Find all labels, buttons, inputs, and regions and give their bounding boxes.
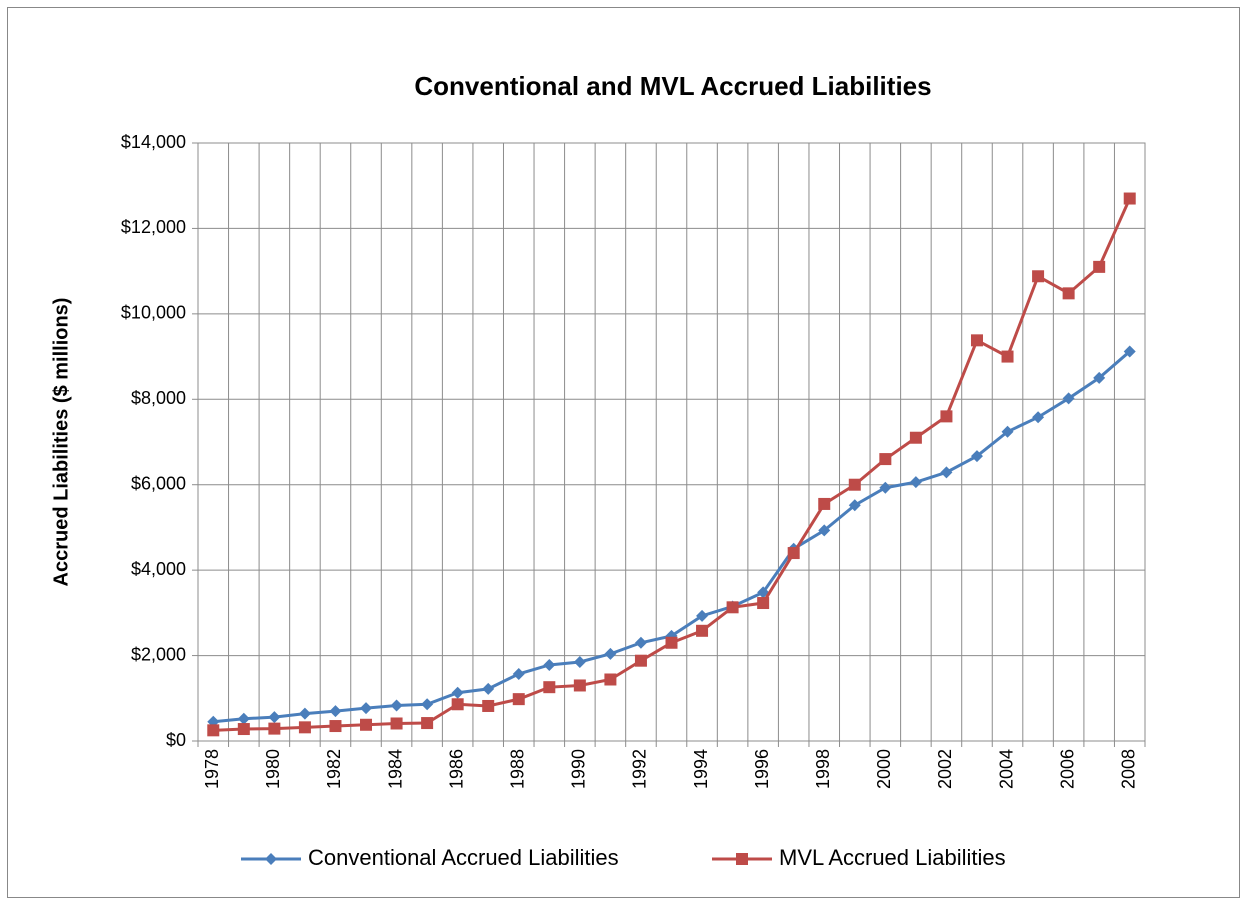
y-axis-label: Accrued Liabilities ($ millions) — [50, 298, 72, 587]
marker — [879, 481, 892, 494]
marker — [879, 453, 892, 466]
x-tick-label: 1984 — [385, 749, 405, 789]
marker — [726, 601, 739, 614]
marker — [298, 707, 311, 720]
marker — [298, 721, 311, 734]
marker — [736, 853, 748, 865]
y-tick-label: $14,000 — [121, 132, 186, 152]
x-tick-label: 1990 — [569, 749, 589, 789]
marker — [848, 499, 861, 512]
y-tick-label: $8,000 — [131, 388, 186, 408]
y-tick-label: $0 — [166, 730, 186, 750]
legend-label: Conventional Accrued Liabilities — [308, 845, 619, 870]
x-tick-label: 1986 — [446, 749, 466, 789]
x-tick-label: 1992 — [630, 749, 650, 789]
x-tick-label: 1988 — [508, 749, 528, 789]
marker — [940, 466, 953, 479]
x-tick-label: 1996 — [752, 749, 772, 789]
marker — [848, 478, 861, 491]
legend-label: MVL Accrued Liabilities — [779, 845, 1006, 870]
marker — [1093, 371, 1106, 384]
marker — [512, 693, 525, 706]
x-tick-label: 2002 — [935, 749, 955, 789]
x-tick-label: 1998 — [813, 749, 833, 789]
x-tick-label: 1980 — [263, 749, 283, 789]
marker — [696, 609, 709, 622]
marker — [909, 431, 922, 444]
marker — [970, 334, 983, 347]
marker — [818, 497, 831, 510]
marker — [970, 450, 983, 463]
marker — [329, 720, 342, 733]
x-tick-label: 1982 — [324, 749, 344, 789]
marker — [1062, 287, 1075, 300]
y-tick-label: $12,000 — [121, 217, 186, 237]
marker — [482, 682, 495, 695]
marker — [604, 673, 617, 686]
x-tick-label: 1978 — [202, 749, 222, 789]
marker — [909, 476, 922, 489]
marker — [265, 853, 277, 865]
x-tick-label: 2008 — [1118, 749, 1138, 789]
marker — [1001, 425, 1014, 438]
marker — [360, 702, 373, 715]
x-tick-label: 1994 — [691, 749, 711, 789]
marker — [421, 698, 434, 711]
marker — [1062, 392, 1075, 405]
y-tick-label: $6,000 — [131, 473, 186, 493]
marker — [1032, 411, 1045, 424]
marker — [512, 667, 525, 680]
marker — [1032, 270, 1045, 283]
marker — [604, 647, 617, 660]
marker — [451, 686, 464, 699]
marker — [1093, 260, 1106, 273]
marker — [329, 705, 342, 718]
marker — [818, 524, 831, 537]
chart-border — [7, 7, 1240, 898]
marker — [543, 681, 556, 694]
chart-title: Conventional and MVL Accrued Liabilities — [414, 71, 931, 101]
marker — [696, 624, 709, 637]
marker — [573, 679, 586, 692]
x-tick-label: 2004 — [996, 749, 1016, 789]
marker — [207, 724, 220, 737]
marker — [390, 717, 403, 730]
x-tick-label: 2006 — [1057, 749, 1077, 789]
y-tick-label: $4,000 — [131, 559, 186, 579]
plot-area — [197, 142, 1146, 742]
marker — [665, 636, 678, 649]
marker — [543, 658, 556, 671]
marker — [237, 723, 250, 736]
marker — [757, 597, 770, 610]
marker — [268, 722, 281, 735]
marker — [451, 698, 464, 711]
marker — [268, 711, 281, 724]
marker — [634, 636, 647, 649]
marker — [1123, 192, 1136, 205]
marker — [482, 699, 495, 712]
marker — [1001, 350, 1014, 363]
marker — [573, 655, 586, 668]
marker — [237, 712, 250, 725]
marker — [1123, 345, 1136, 358]
marker — [360, 718, 373, 731]
marker — [390, 699, 403, 712]
marker — [787, 547, 800, 560]
y-tick-label: $10,000 — [121, 303, 186, 323]
marker — [421, 717, 434, 730]
marker — [940, 410, 953, 423]
marker — [634, 654, 647, 667]
y-tick-label: $2,000 — [131, 644, 186, 664]
x-tick-label: 2000 — [874, 749, 894, 789]
